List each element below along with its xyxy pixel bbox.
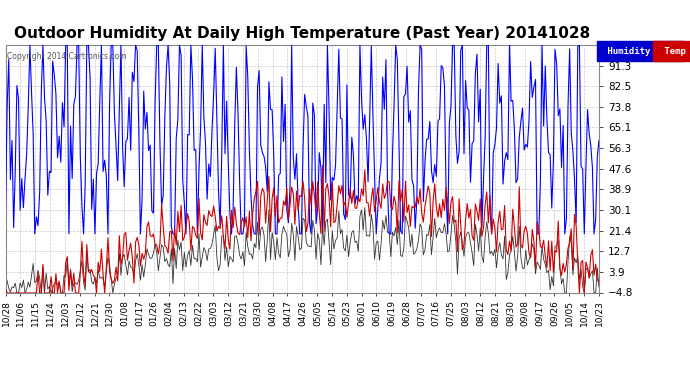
- Text: Humidity (%): Humidity (%): [602, 47, 678, 56]
- Title: Outdoor Humidity At Daily High Temperature (Past Year) 20141028: Outdoor Humidity At Daily High Temperatu…: [14, 26, 591, 41]
- Text: Temp  (°F): Temp (°F): [659, 47, 690, 56]
- Text: Copyright 2014 Cartronics.com: Copyright 2014 Cartronics.com: [7, 53, 126, 62]
